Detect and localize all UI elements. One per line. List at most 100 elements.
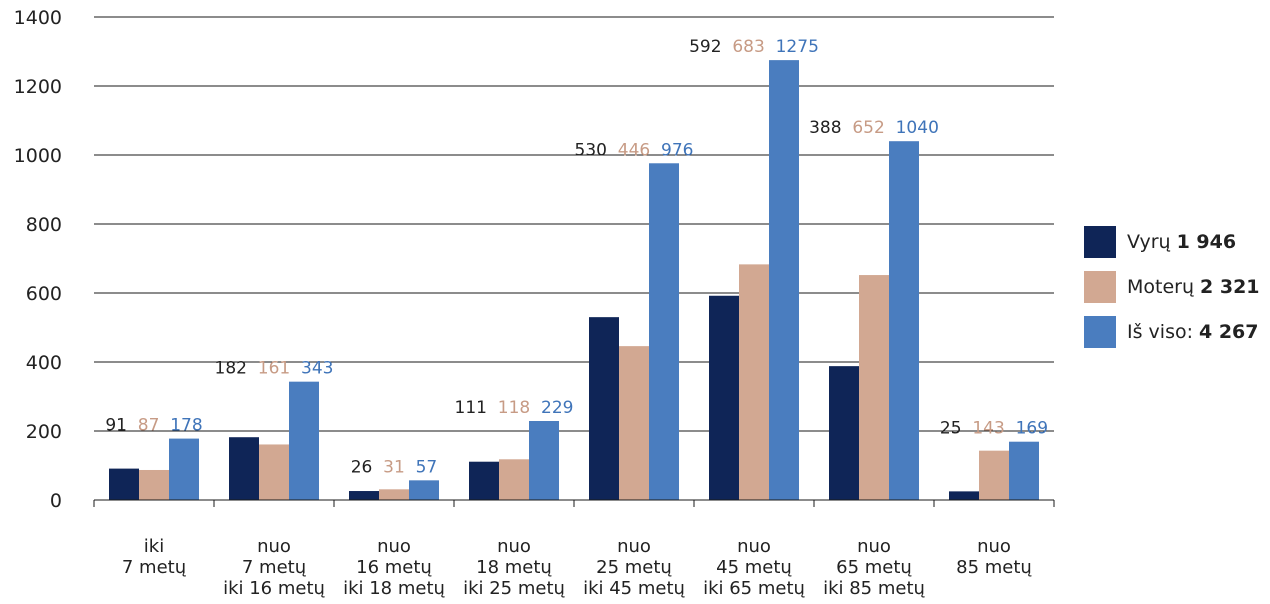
data-label-group: 592 683 1275 [689, 37, 819, 57]
data-label: 388 [809, 118, 841, 138]
y-tick-label: 1400 [14, 7, 62, 29]
x-category-label-line: nuo [977, 536, 1011, 557]
data-label: 87 [127, 416, 159, 436]
data-label-group: 111 118 229 [455, 398, 574, 418]
bar [979, 450, 1009, 500]
bar [289, 381, 319, 500]
x-category-label-line: 45 metų [716, 557, 792, 578]
legend-swatch-is-viso [1084, 316, 1116, 348]
x-category-label-line: 7 metų [122, 557, 187, 578]
y-tick-label: 200 [26, 421, 62, 443]
bar [769, 60, 799, 500]
data-labels: 91 87 178 182 161 343 26 31 57 111 118 229 5… [105, 37, 1048, 477]
x-category-label-line: iki 45 metų [583, 578, 685, 599]
bar [169, 438, 199, 500]
x-category-label-line: iki [144, 536, 164, 557]
data-label: 976 [650, 140, 693, 160]
data-label: 530 [575, 140, 607, 160]
bar [349, 491, 379, 500]
data-label: 446 [607, 140, 650, 160]
data-label-group: 388 652 1040 [809, 118, 939, 138]
x-category-label: nuo 16 metų iki 18 metų [343, 536, 445, 599]
x-category-label-line: nuo [497, 536, 531, 557]
legend-label-vyru: Vyrų [1127, 231, 1171, 253]
data-label: 161 [247, 359, 290, 379]
x-category-label-line: iki 85 metų [823, 578, 925, 599]
data-label: 169 [1005, 419, 1048, 439]
legend-item-is-viso: Iš viso: 4 267 [1084, 316, 1260, 348]
x-category-label-line: 18 metų [476, 557, 552, 578]
legend-total-is-viso: 4 267 [1199, 321, 1259, 343]
x-category-label-line: nuo [377, 536, 411, 557]
bar [889, 141, 919, 500]
x-category-label-line: nuo [617, 536, 651, 557]
y-tick-label: 800 [26, 214, 62, 236]
bar [109, 468, 139, 500]
y-tick-label: 0 [50, 490, 62, 512]
bar [619, 346, 649, 500]
data-label: 1275 [765, 37, 819, 57]
data-label: 182 [215, 359, 247, 379]
x-category-label-line: nuo [737, 536, 771, 557]
bar [829, 366, 859, 500]
bar [739, 264, 769, 500]
bar [589, 317, 619, 500]
data-label: 118 [487, 398, 530, 418]
gridlines [94, 16, 1054, 432]
data-label: 25 [940, 419, 962, 439]
x-category-label-line: iki 16 metų [223, 578, 325, 599]
x-category-label-line: 16 metų [356, 557, 432, 578]
data-label: 26 [351, 457, 373, 477]
data-label: 57 [405, 457, 437, 477]
legend-swatch-moteru [1084, 271, 1116, 303]
legend-label-is-viso: Iš viso: [1127, 321, 1193, 343]
bar [649, 163, 679, 500]
bar [949, 491, 979, 500]
x-category-label: nuo 85 metų [956, 536, 1032, 578]
x-axis [93, 499, 1055, 507]
x-category-label: nuo 25 metų iki 45 metų [583, 536, 685, 599]
bar [379, 489, 409, 500]
data-label: 1040 [885, 118, 939, 138]
data-label-group: 25 143 169 [940, 419, 1048, 439]
x-category-label: iki 7 metų [122, 536, 187, 578]
legend-total-vyru: 1 946 [1176, 231, 1237, 253]
data-label: 111 [455, 398, 487, 418]
x-category-label: nuo 18 metų iki 25 metų [463, 536, 565, 599]
data-label-group: 26 31 57 [351, 457, 438, 477]
bar [259, 444, 289, 500]
data-label: 91 [105, 416, 127, 436]
legend-swatch-vyru [1084, 226, 1116, 258]
legend-label-moteru: Moterų [1127, 276, 1195, 298]
bar [529, 420, 559, 500]
x-category-label-line: 85 metų [956, 557, 1032, 578]
bar [139, 469, 169, 500]
y-tick-label: 600 [26, 283, 62, 305]
x-category-label-line: nuo [857, 536, 891, 557]
x-category-label-line: 25 metų [596, 557, 672, 578]
legend: Vyrų 1 946 Moterų 2 321 Iš viso: 4 267 [1084, 226, 1260, 361]
data-label: 31 [372, 457, 404, 477]
bar [1009, 441, 1039, 500]
bar [499, 459, 529, 500]
bars [109, 60, 1039, 500]
legend-item-moteru: Moterų 2 321 [1084, 271, 1260, 303]
y-tick-label: 1000 [14, 145, 62, 167]
bar [229, 437, 259, 500]
data-label: 229 [530, 398, 573, 418]
x-category-label: nuo 65 metų iki 85 metų [823, 536, 925, 599]
x-category-label-line: iki 25 metų [463, 578, 565, 599]
data-label: 178 [159, 416, 202, 436]
data-label: 592 [689, 37, 721, 57]
bar [859, 275, 889, 500]
y-tick-label: 400 [26, 352, 62, 374]
x-category-label: nuo 7 metų iki 16 metų [223, 536, 325, 599]
bar [409, 480, 439, 500]
x-category-label-line: iki 65 metų [703, 578, 805, 599]
data-label-group: 91 87 178 [105, 416, 202, 436]
x-category-label: nuo 45 metų iki 65 metų [703, 536, 805, 599]
x-category-label-line: 7 metų [242, 557, 307, 578]
data-label: 683 [722, 37, 765, 57]
